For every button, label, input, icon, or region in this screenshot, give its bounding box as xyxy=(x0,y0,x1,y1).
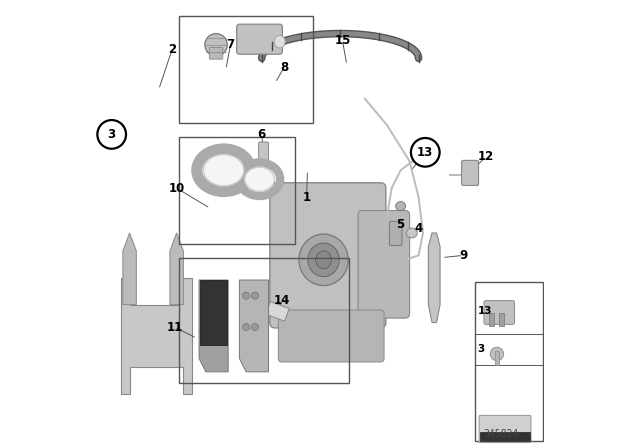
Ellipse shape xyxy=(308,243,339,276)
Circle shape xyxy=(490,347,504,361)
Ellipse shape xyxy=(274,35,285,48)
FancyBboxPatch shape xyxy=(461,160,479,185)
Text: 15: 15 xyxy=(334,34,351,47)
Text: 13: 13 xyxy=(477,306,492,316)
Circle shape xyxy=(411,138,440,167)
FancyBboxPatch shape xyxy=(209,47,223,59)
Polygon shape xyxy=(170,233,184,305)
Polygon shape xyxy=(200,280,227,345)
Text: 8: 8 xyxy=(280,60,288,74)
Circle shape xyxy=(252,292,259,299)
Text: 9: 9 xyxy=(460,249,467,262)
Text: 4: 4 xyxy=(415,222,422,235)
Circle shape xyxy=(243,292,250,299)
Text: 14: 14 xyxy=(274,293,290,307)
Circle shape xyxy=(205,34,227,56)
Ellipse shape xyxy=(316,251,332,269)
Bar xyxy=(490,313,494,326)
Circle shape xyxy=(243,323,250,331)
Bar xyxy=(481,432,530,441)
Bar xyxy=(499,313,504,326)
Bar xyxy=(179,16,314,123)
FancyBboxPatch shape xyxy=(278,310,384,362)
Ellipse shape xyxy=(396,202,406,211)
Ellipse shape xyxy=(244,167,275,191)
FancyBboxPatch shape xyxy=(237,24,282,54)
Polygon shape xyxy=(199,280,228,372)
FancyBboxPatch shape xyxy=(389,221,402,246)
Polygon shape xyxy=(266,302,289,321)
Text: 1: 1 xyxy=(303,190,310,204)
Polygon shape xyxy=(121,278,192,394)
Text: 10: 10 xyxy=(168,181,185,195)
Circle shape xyxy=(97,120,126,149)
Ellipse shape xyxy=(299,234,348,286)
Polygon shape xyxy=(428,233,440,323)
FancyBboxPatch shape xyxy=(259,142,269,178)
Text: 13: 13 xyxy=(417,146,433,159)
Bar xyxy=(475,282,543,441)
Polygon shape xyxy=(123,233,136,305)
Text: 11: 11 xyxy=(166,320,182,334)
FancyBboxPatch shape xyxy=(270,183,386,328)
FancyBboxPatch shape xyxy=(484,301,515,324)
Text: 7: 7 xyxy=(227,38,234,52)
Text: 2: 2 xyxy=(168,43,176,56)
Ellipse shape xyxy=(204,155,244,186)
Ellipse shape xyxy=(406,228,417,238)
Circle shape xyxy=(252,323,259,331)
Text: 5: 5 xyxy=(397,217,404,231)
Text: 345824: 345824 xyxy=(484,429,519,439)
FancyBboxPatch shape xyxy=(358,211,410,318)
Bar xyxy=(495,351,499,365)
FancyBboxPatch shape xyxy=(479,415,531,443)
Bar xyxy=(179,258,349,383)
Polygon shape xyxy=(239,280,269,372)
Bar xyxy=(179,137,296,244)
Text: 6: 6 xyxy=(258,128,266,141)
Text: 3: 3 xyxy=(477,345,485,354)
Text: 3: 3 xyxy=(108,128,116,141)
Text: 12: 12 xyxy=(477,150,494,164)
